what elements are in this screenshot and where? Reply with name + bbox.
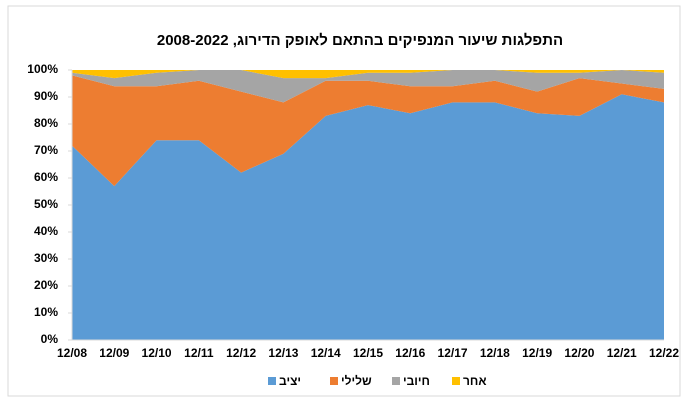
x-tick-label: 12/13 (268, 346, 298, 360)
y-tick-label: 60% (34, 170, 58, 184)
x-tick-label: 12/16 (395, 346, 425, 360)
legend-label: חיובי (403, 374, 430, 388)
x-tick-label: 12/15 (353, 346, 383, 360)
area (72, 70, 664, 103)
y-tick-label: 100% (27, 62, 58, 76)
x-tick-label: 12/19 (522, 346, 552, 360)
y-tick-label: 80% (34, 116, 58, 130)
area (72, 75, 664, 187)
legend-label: יציב (279, 374, 301, 388)
y-tick-label: 30% (34, 251, 58, 265)
y-tick-label: 20% (34, 278, 58, 292)
chart-title: התפלגות שיעור המנפיקים בהתאם לאופק הדירו… (157, 32, 563, 49)
area (72, 94, 664, 340)
legend-swatch (330, 377, 338, 385)
x-tick-label: 12/17 (438, 346, 468, 360)
x-tick-label: 12/14 (311, 346, 341, 360)
legend-label: שלילי (341, 374, 372, 388)
x-tick-label: 12/18 (480, 346, 510, 360)
legend-label: אחר (463, 374, 487, 388)
x-tick-label: 12/21 (607, 346, 637, 360)
x-tick-label: 12/09 (99, 346, 129, 360)
y-tick-label: 10% (34, 305, 58, 319)
x-tick-label: 12/12 (226, 346, 256, 360)
y-tick-label: 0% (41, 332, 59, 346)
x-tick-label: 12/08 (57, 346, 87, 360)
x-tick-label: 12/10 (142, 346, 172, 360)
y-tick-label: 90% (34, 89, 58, 103)
legend-swatch (452, 377, 460, 385)
y-tick-label: 50% (34, 197, 58, 211)
legend-swatch (268, 377, 276, 385)
y-tick-label: 70% (34, 143, 58, 157)
area (72, 70, 664, 79)
legend-swatch (392, 377, 400, 385)
x-tick-label: 12/22 (649, 346, 679, 360)
x-tick-label: 12/11 (184, 346, 214, 360)
y-tick-label: 40% (34, 224, 58, 238)
x-tick-label: 12/20 (564, 346, 594, 360)
